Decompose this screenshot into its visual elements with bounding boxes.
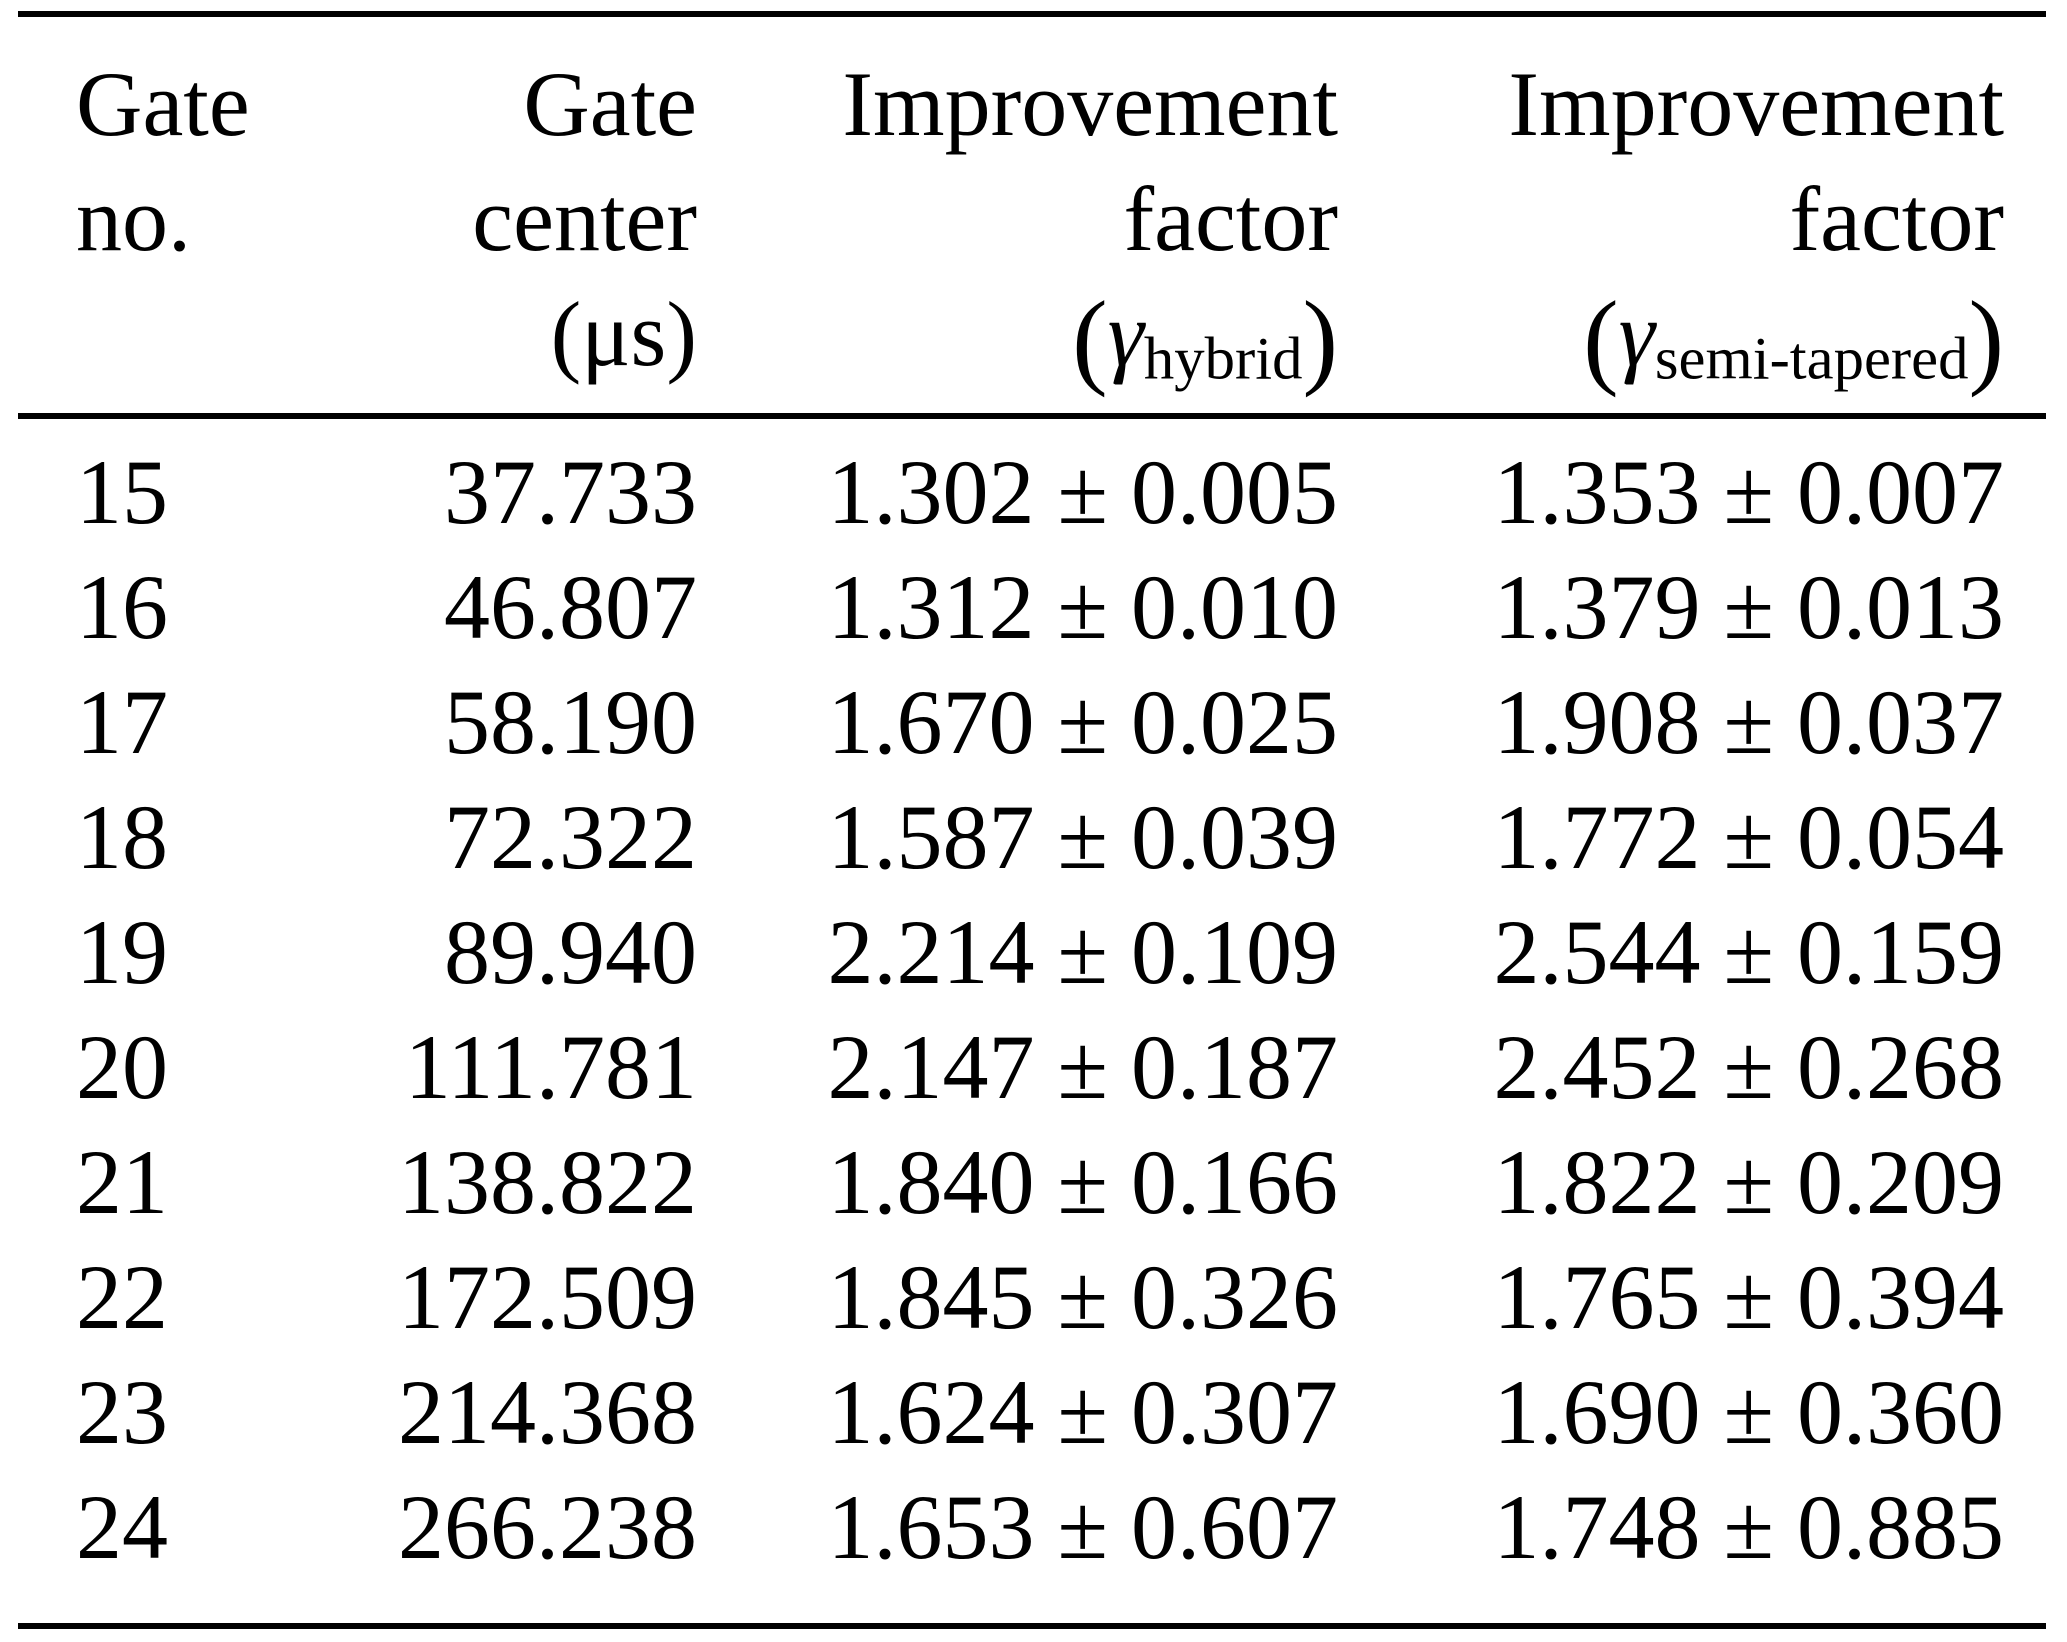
header-improvement-hybrid: Improvement factor (γhybrid) xyxy=(705,14,1350,419)
improvement-factor-table: Gate no. Gate center (μs) Improvement fa… xyxy=(18,11,2046,1629)
cell-gate-no: 22 xyxy=(76,1246,168,1348)
table-row: 15 37.733 1.302 ± 0.005 1.353 ± 0.007 xyxy=(18,416,2046,550)
cell-gate-center: 46.807 xyxy=(444,556,697,658)
header-gate-center: Gate center (μs) xyxy=(330,14,705,419)
table-row: 20 111.781 2.147 ± 0.187 2.452 ± 0.268 xyxy=(18,1010,2046,1125)
cell-hybrid-factor: 1.587 ± 0.039 xyxy=(827,786,1339,888)
cell-semi-tapered-factor: 1.379 ± 0.013 xyxy=(1493,556,2005,658)
header-row: Gate no. Gate center (μs) Improvement fa… xyxy=(18,14,2046,419)
cell-hybrid-factor: 1.624 ± 0.307 xyxy=(827,1361,1339,1463)
table-row: 23 214.368 1.624 ± 0.307 1.690 ± 0.360 xyxy=(18,1355,2046,1470)
cell-gate-center: 89.940 xyxy=(444,901,697,1003)
table-body: 15 37.733 1.302 ± 0.005 1.353 ± 0.007 16… xyxy=(18,416,2046,1626)
header-improvement-semi-tapered: Improvement factor (γsemi-tapered) xyxy=(1350,14,2046,419)
cell-semi-tapered-factor: 1.690 ± 0.360 xyxy=(1493,1361,2005,1463)
header-gamma-semi-tapered: (γsemi-tapered) xyxy=(1351,277,2004,397)
cell-hybrid-factor: 1.670 ± 0.025 xyxy=(827,671,1339,773)
cell-semi-tapered-factor: 2.544 ± 0.159 xyxy=(1493,901,2005,1003)
header-gate-center-line1: Gate xyxy=(523,53,697,155)
table-row: 24 266.238 1.653 ± 0.607 1.748 ± 0.885 xyxy=(18,1470,2046,1626)
table-row: 17 58.190 1.670 ± 0.025 1.908 ± 0.037 xyxy=(18,665,2046,780)
cell-hybrid-factor: 1.312 ± 0.010 xyxy=(827,556,1339,658)
cell-hybrid-factor: 1.845 ± 0.326 xyxy=(827,1246,1339,1348)
paren-open: ( xyxy=(1583,280,1619,399)
paren-open: ( xyxy=(1072,280,1108,399)
gamma-symbol: γ xyxy=(1618,283,1655,385)
cell-gate-center: 58.190 xyxy=(444,671,697,773)
cell-gate-no: 21 xyxy=(76,1131,168,1233)
cell-gate-no: 24 xyxy=(76,1476,168,1578)
cell-semi-tapered-factor: 1.908 ± 0.037 xyxy=(1493,671,2005,773)
header-improvement-semi-tapered-line2: factor xyxy=(1789,168,2004,270)
header-improvement-semi-tapered-line1: Improvement xyxy=(1508,53,2004,155)
cell-gate-center: 37.733 xyxy=(444,441,697,543)
cell-hybrid-factor: 2.214 ± 0.109 xyxy=(827,901,1339,1003)
cell-gate-no: 23 xyxy=(76,1361,168,1463)
header-improvement-hybrid-line1: Improvement xyxy=(842,53,1338,155)
cell-semi-tapered-factor: 1.772 ± 0.054 xyxy=(1493,786,2005,888)
cell-gate-center: 111.781 xyxy=(404,1016,697,1118)
table-row: 19 89.940 2.214 ± 0.109 2.544 ± 0.159 xyxy=(18,895,2046,1010)
gamma-subscript-hybrid: hybrid xyxy=(1143,325,1303,393)
header-gate-center-line2: center xyxy=(472,168,697,270)
cell-gate-center: 138.822 xyxy=(398,1131,697,1233)
cell-hybrid-factor: 1.302 ± 0.005 xyxy=(827,441,1339,543)
header-gate-no-line1: Gate xyxy=(76,53,250,155)
header-improvement-hybrid-line2: factor xyxy=(1123,168,1338,270)
cell-semi-tapered-factor: 1.748 ± 0.885 xyxy=(1493,1476,2005,1578)
cell-semi-tapered-factor: 2.452 ± 0.268 xyxy=(1493,1016,2005,1118)
header-gate-no-line2: no. xyxy=(76,168,191,270)
table-header: Gate no. Gate center (μs) Improvement fa… xyxy=(18,14,2046,419)
cell-hybrid-factor: 2.147 ± 0.187 xyxy=(827,1016,1339,1118)
cell-gate-center: 72.322 xyxy=(444,786,697,888)
cell-semi-tapered-factor: 1.822 ± 0.209 xyxy=(1493,1131,2005,1233)
cell-gate-center: 172.509 xyxy=(398,1246,697,1348)
table-row: 22 172.509 1.845 ± 0.326 1.765 ± 0.394 xyxy=(18,1240,2046,1355)
cell-gate-no: 20 xyxy=(76,1016,168,1118)
table-row: 18 72.322 1.587 ± 0.039 1.772 ± 0.054 xyxy=(18,780,2046,895)
header-gate-center-units: (μs) xyxy=(550,283,697,385)
table-row: 16 46.807 1.312 ± 0.010 1.379 ± 0.013 xyxy=(18,550,2046,665)
cell-semi-tapered-factor: 1.765 ± 0.394 xyxy=(1493,1246,2005,1348)
cell-gate-no: 19 xyxy=(76,901,168,1003)
cell-gate-no: 17 xyxy=(76,671,168,773)
gamma-subscript-semi-tapered: semi-tapered xyxy=(1654,325,1969,393)
cell-gate-no: 15 xyxy=(76,441,168,543)
table-row: 21 138.822 1.840 ± 0.166 1.822 ± 0.209 xyxy=(18,1125,2046,1240)
header-gamma-hybrid: (γhybrid) xyxy=(706,277,1338,397)
cell-gate-no: 16 xyxy=(76,556,168,658)
gamma-symbol: γ xyxy=(1107,283,1144,385)
cell-gate-center: 266.238 xyxy=(398,1476,697,1578)
header-gate-no: Gate no. xyxy=(18,14,330,419)
cell-hybrid-factor: 1.653 ± 0.607 xyxy=(827,1476,1339,1578)
cell-gate-no: 18 xyxy=(76,786,168,888)
cell-hybrid-factor: 1.840 ± 0.166 xyxy=(827,1131,1339,1233)
paren-close: ) xyxy=(1302,280,1338,399)
cell-gate-center: 214.368 xyxy=(398,1361,697,1463)
cell-semi-tapered-factor: 1.353 ± 0.007 xyxy=(1493,441,2005,543)
paren-close: ) xyxy=(1968,280,2004,399)
